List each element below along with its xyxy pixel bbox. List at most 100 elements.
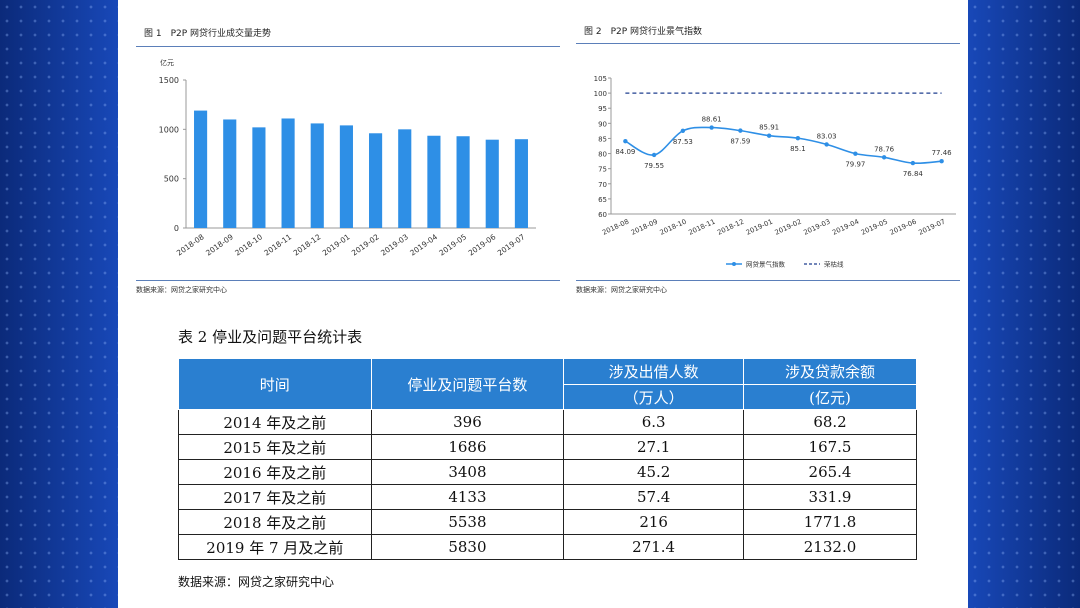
y-tick-label: 1500 <box>159 76 179 85</box>
x-tick-label: 2019-02 <box>774 218 803 237</box>
x-tick-label: 2018-10 <box>233 232 264 257</box>
table-row: 2019 年 7 月及之前 5830 271.4 2132.0 <box>178 534 917 560</box>
x-tick-label: 2019-05 <box>437 232 468 257</box>
data-label: 84.09 <box>615 148 635 156</box>
y-tick-label: 80 <box>598 151 607 159</box>
figure1-top-rule <box>136 46 560 47</box>
bar <box>369 133 383 228</box>
data-label: 87.53 <box>673 138 693 146</box>
cell-lenders: 45.2 <box>563 459 745 485</box>
x-tick-label: 2019-04 <box>831 218 860 237</box>
data-point <box>766 133 772 138</box>
legend-label-index: 网贷景气指数 <box>746 260 786 269</box>
cell-lenders: 6.3 <box>563 409 745 435</box>
y-tick-label: 90 <box>598 120 607 128</box>
y-tick-label: 70 <box>598 181 607 189</box>
data-label: 87.59 <box>730 138 750 146</box>
cell-period: 2019 年 7 月及之前 <box>178 534 372 560</box>
table-row: 2015 年及之前 1686 27.1 167.5 <box>178 434 917 460</box>
cell-platforms: 1686 <box>370 434 565 460</box>
data-point <box>910 160 916 166</box>
figure1-y-unit: 亿元 <box>160 59 174 67</box>
cell-lenders: 216 <box>563 509 745 535</box>
data-label: 78.76 <box>874 145 895 153</box>
y-tick-label: 105 <box>594 75 607 83</box>
x-tick-label: 2019-01 <box>745 218 774 237</box>
data-label: 83.03 <box>817 132 837 140</box>
figure1-title: 图 1 P2P 网贷行业成交量走势 <box>144 29 272 39</box>
figure2-top-rule <box>576 43 960 44</box>
x-tick-label: 2018-12 <box>716 218 745 237</box>
y-tick-label: 65 <box>598 196 607 204</box>
header-lenders: 涉及出借人数 <box>563 358 745 385</box>
line-chart: 60 65 70 75 80 85 90 95 100 105 84.09 2018-08 79.55 2… <box>594 75 956 269</box>
cell-period: 2015 年及之前 <box>178 434 372 460</box>
header-lenders-unit: （万人） <box>563 384 745 410</box>
x-tick-label: 2019-01 <box>321 232 352 257</box>
x-tick-label: 2018-12 <box>292 232 323 257</box>
data-label: 77.46 <box>932 149 953 157</box>
bar <box>485 139 499 228</box>
cell-lenders: 57.4 <box>563 484 745 510</box>
table-row: 2016 年及之前 3408 45.2 265.4 <box>178 459 917 485</box>
figure1-source: 数据来源：网贷之家研究中心 <box>136 286 227 294</box>
bar-chart: 0 500 1000 1500 2018-082018-092018-102018-11… <box>159 76 536 258</box>
data-point <box>651 152 657 158</box>
y-tick-label: 95 <box>598 105 607 113</box>
bar <box>281 118 295 228</box>
cell-platforms: 5830 <box>370 534 565 560</box>
cell-balance: 331.9 <box>743 484 917 510</box>
cell-balance: 265.4 <box>743 459 917 485</box>
bar <box>456 136 470 228</box>
x-tick-label: 2018-11 <box>262 232 293 257</box>
data-label: 88.61 <box>702 116 722 124</box>
slide-page: 图 1 P2P 网贷行业成交量走势 亿元 0 500 1000 1500 2018-08… <box>118 0 968 608</box>
x-tick-label: 2019-07 <box>917 218 946 237</box>
cell-platforms: 4133 <box>370 484 565 510</box>
cell-lenders: 271.4 <box>563 534 745 560</box>
x-tick-label: 2018-10 <box>659 218 688 237</box>
x-tick-label: 2018-08 <box>601 218 630 237</box>
y-tick-label: 75 <box>598 166 607 174</box>
bar <box>223 119 237 228</box>
header-time: 时间 <box>178 358 372 410</box>
x-tick-label: 2019-06 <box>467 232 498 257</box>
header-platforms: 停业及问题平台数 <box>370 358 565 410</box>
table-row: 2017 年及之前 4133 57.4 331.9 <box>178 484 917 510</box>
figure2-title: 图 2 P2P 网贷行业景气指数 <box>584 27 703 37</box>
cell-balance: 167.5 <box>743 434 917 460</box>
x-tick-label: 2019-03 <box>379 232 410 257</box>
data-point <box>824 142 829 147</box>
y-tick-label: 1000 <box>159 125 179 134</box>
series-line <box>624 126 942 165</box>
x-tick-label: 2019-06 <box>889 218 918 237</box>
background-right-panel <box>968 0 1080 608</box>
cell-platforms: 5538 <box>370 509 565 535</box>
x-tick-label: 2018-08 <box>175 232 206 257</box>
cell-platforms: 3408 <box>370 459 565 485</box>
y-tick-label: 0 <box>174 224 179 233</box>
cell-balance: 1771.8 <box>743 509 917 535</box>
y-tick-label: 100 <box>594 90 607 98</box>
header-balance-unit: (亿元) <box>743 384 917 410</box>
data-point <box>738 128 743 133</box>
data-point <box>795 135 801 141</box>
cell-lenders: 27.1 <box>563 434 745 460</box>
data-point <box>881 155 887 160</box>
bar <box>252 127 266 228</box>
table-row: 2018 年及之前 5538 216 1771.8 <box>178 509 917 535</box>
data-point <box>709 125 714 130</box>
bar <box>339 125 353 228</box>
x-tick-label: 2018-09 <box>204 232 235 257</box>
bar <box>514 139 528 228</box>
figure2-source: 数据来源：网贷之家研究中心 <box>576 286 667 294</box>
bar <box>194 110 208 228</box>
x-tick-label: 2019-04 <box>408 232 439 257</box>
cell-balance: 68.2 <box>743 409 917 435</box>
table-source: 数据来源：网贷之家研究中心 <box>178 575 335 589</box>
cell-period: 2016 年及之前 <box>178 459 372 485</box>
table-title: 表 2 停业及问题平台统计表 <box>178 328 363 346</box>
data-label: 85.1 <box>790 145 806 153</box>
cell-platforms: 396 <box>370 409 565 435</box>
bar <box>310 123 324 228</box>
